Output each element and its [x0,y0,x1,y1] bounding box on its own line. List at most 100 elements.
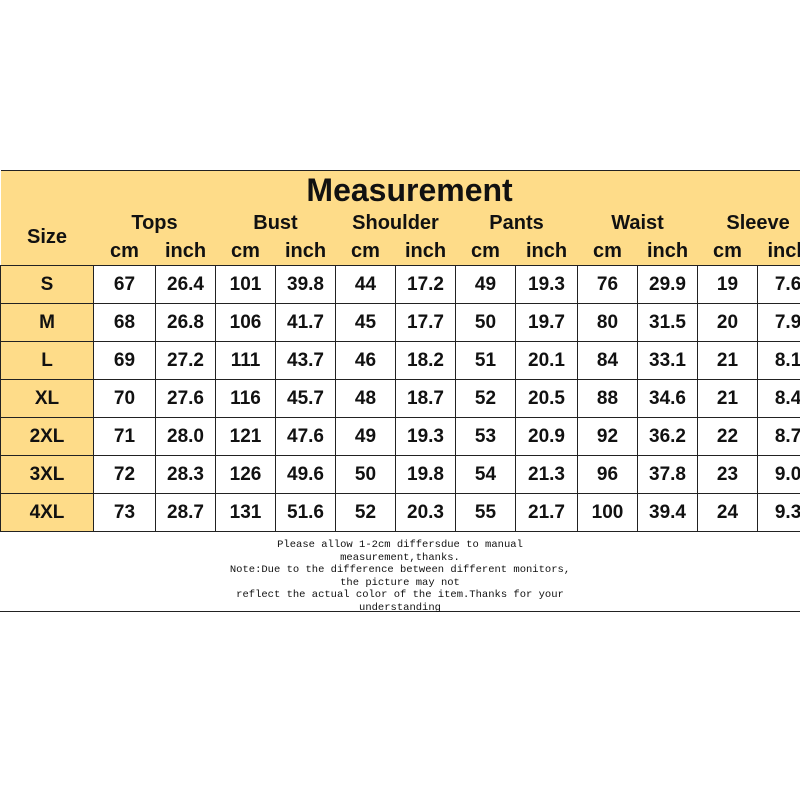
value-cell: 45 [335,303,396,342]
unit-header: inch [757,237,800,266]
value-cell: 131 [215,493,276,532]
size-cell: L [0,341,94,380]
value-cell: 37.8 [637,455,698,494]
value-cell: 84 [577,341,638,380]
value-cell: 116 [215,379,276,418]
value-cell: 20.9 [515,417,578,456]
size-cell: 2XL [0,417,94,456]
value-cell: 101 [215,265,276,304]
value-cell: 92 [577,417,638,456]
value-cell: 45.7 [275,379,336,418]
value-cell: 52 [335,493,396,532]
value-cell: 106 [215,303,276,342]
unit-header: inch [155,237,216,266]
value-cell: 27.6 [155,379,216,418]
value-cell: 26.4 [155,265,216,304]
group-header: Bust [215,209,336,237]
note-line: measurement,thanks. [340,551,460,564]
value-cell: 36.2 [637,417,698,456]
group-row: Size Tops Bust Shoulder Pants Waist Sleeve [0,209,800,266]
value-cell: 20.1 [515,341,578,380]
value-cell: 26.8 [155,303,216,342]
size-table: Measurement Size Tops Bust Shoulder Pants Wais… [0,170,800,532]
value-cell: 19 [697,265,758,304]
value-cell: 19.8 [395,455,456,494]
value-cell: 31.5 [637,303,698,342]
value-cell: 7.9 [756,303,800,342]
unit-row: cminchcminchcminchcminchcminchcminch [1,237,800,266]
unit-header: cm [455,237,516,266]
unit-header: inch [275,237,336,266]
value-cell: 73 [93,493,156,532]
value-cell: 17.2 [395,265,456,304]
unit-header: inch [515,237,578,266]
note-line: Note:Due to the difference between diffe… [229,564,571,576]
value-cell: 51 [455,341,516,380]
group-header: Tops [93,209,216,237]
value-cell: 19.3 [515,265,578,304]
value-cell: 51.6 [275,493,336,532]
size-table-wrap: Measurement Size Tops Bust Shoulder Pants Wais… [0,170,800,532]
size-header: Size [0,209,94,266]
value-cell: 46 [335,341,396,380]
group-header: Shoulder [335,209,456,237]
table-title: Measurement [0,170,800,209]
note: Please allow 1-2cm differsdue to manual m… [0,538,800,614]
value-cell: 23 [697,455,758,494]
value-cell: 49.6 [275,455,336,494]
value-cell: 29.9 [637,265,698,304]
value-cell: 52 [455,379,516,418]
value-cell: 28.0 [155,417,216,456]
value-cell: 8.4 [756,379,800,418]
size-cell: XL [0,379,94,418]
value-cell: 33.1 [637,341,698,380]
unit-header: cm [577,237,638,266]
value-cell: 70 [93,379,156,418]
group-header: Sleeve [697,209,800,237]
value-cell: 121 [215,417,276,456]
data-row: M 68 26.8 106 41.7 45 17.7 50 19.7 80 31.5 20 7.9 [0,303,800,342]
value-cell: 22 [697,417,758,456]
note-line: reflect the actual color of the item.Tha… [236,589,564,601]
value-cell: 21 [697,379,758,418]
value-cell: 8.1 [756,341,800,380]
value-cell: 55 [455,493,516,532]
size-cell: S [0,265,94,304]
value-cell: 50 [335,455,396,494]
value-cell: 18.2 [395,341,456,380]
note-line: understanding [359,601,441,614]
value-cell: 21.7 [515,493,578,532]
size-cell: 4XL [0,493,94,532]
data-row: S 67 26.4 101 39.8 44 17.2 49 19.3 76 29.9 19 7.6 [0,265,800,304]
value-cell: 19.7 [515,303,578,342]
value-cell: 41.7 [275,303,336,342]
unit-header: cm [335,237,396,266]
value-cell: 71 [93,417,156,456]
value-cell: 96 [577,455,638,494]
value-cell: 76 [577,265,638,304]
value-cell: 49 [335,417,396,456]
value-cell: 80 [577,303,638,342]
value-cell: 50 [455,303,516,342]
value-cell: 47.6 [275,417,336,456]
value-cell: 48 [335,379,396,418]
value-cell: 28.7 [155,493,216,532]
value-cell: 20.5 [515,379,578,418]
value-cell: 72 [93,455,156,494]
value-cell: 27.2 [155,341,216,380]
note-line: the picture may not [340,576,460,589]
value-cell: 8.7 [756,417,800,456]
size-cell: 3XL [0,455,94,494]
value-cell: 28.3 [155,455,216,494]
value-cell: 34.6 [637,379,698,418]
value-cell: 9.0 [756,455,800,494]
value-cell: 44 [335,265,396,304]
data-row: 4XL 73 28.7 131 51.6 52 20.3 55 21.7 100 39.4 24 9.3 [0,493,800,532]
unit-header: cm [697,237,758,266]
group-header: Pants [455,209,578,237]
value-cell: 49 [455,265,516,304]
value-cell: 88 [577,379,638,418]
value-cell: 19.3 [395,417,456,456]
value-cell: 39.4 [637,493,698,532]
